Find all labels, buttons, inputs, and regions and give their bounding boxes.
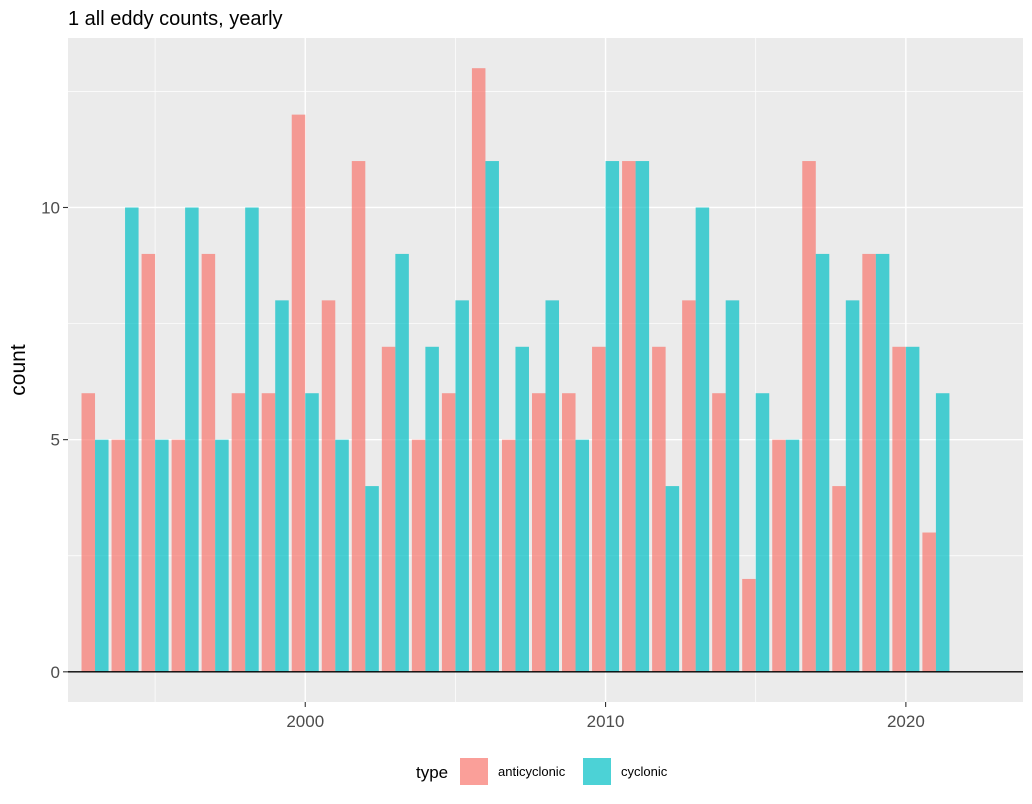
bar-cyclonic-2013 <box>695 207 710 672</box>
bar-cyclonic-1997 <box>215 439 229 672</box>
bar-cyclonic-2010 <box>605 161 620 672</box>
bar-anticyclonic-1993 <box>81 393 96 672</box>
bar-cyclonic-2009 <box>575 439 590 672</box>
bar-cyclonic-2015 <box>755 393 770 672</box>
y-tick-label: 10 <box>41 198 60 217</box>
x-tick-label: 2000 <box>286 712 324 731</box>
y-tick-label: 5 <box>51 431 60 450</box>
bar-anticyclonic-1997 <box>201 253 216 672</box>
bar-cyclonic-1996 <box>185 207 199 672</box>
bar-cyclonic-2012 <box>665 486 680 672</box>
bar-cyclonic-2001 <box>335 439 349 672</box>
bar-cyclonic-2011 <box>635 161 650 672</box>
bar-anticyclonic-2003 <box>381 346 396 672</box>
y-axis-title: count <box>7 344 30 396</box>
bar-anticyclonic-2013 <box>682 300 696 672</box>
bar-cyclonic-1994 <box>125 207 139 672</box>
bar-cyclonic-2018 <box>845 300 860 672</box>
bars <box>81 68 950 672</box>
legend-label-anticyclonic: anticyclonic <box>498 764 566 779</box>
bar-cyclonic-2019 <box>875 253 890 672</box>
bar-anticyclonic-2005 <box>441 393 456 672</box>
bar-anticyclonic-2011 <box>622 161 636 672</box>
bar-cyclonic-2004 <box>425 346 439 672</box>
bar-anticyclonic-2007 <box>501 439 516 672</box>
bar-anticyclonic-2008 <box>531 393 546 672</box>
bar-anticyclonic-1998 <box>231 393 246 672</box>
y-tick-label: 0 <box>51 663 60 682</box>
bar-anticyclonic-1999 <box>261 393 276 672</box>
bar-anticyclonic-1995 <box>141 253 156 672</box>
legend-title: type <box>416 763 448 782</box>
bar-anticyclonic-1996 <box>171 439 186 672</box>
bar-cyclonic-2006 <box>485 161 499 672</box>
bar-anticyclonic-2001 <box>321 300 336 672</box>
bar-anticyclonic-2014 <box>712 393 726 672</box>
bar-cyclonic-1993 <box>95 439 109 672</box>
bar-anticyclonic-2012 <box>652 346 666 672</box>
bar-cyclonic-1998 <box>245 207 259 672</box>
bar-anticyclonic-1994 <box>111 439 126 672</box>
x-tick-label: 2020 <box>887 712 925 731</box>
bar-anticyclonic-2016 <box>772 439 786 672</box>
bar-anticyclonic-2019 <box>862 253 876 672</box>
bar-anticyclonic-2002 <box>351 161 366 672</box>
bar-cyclonic-2020 <box>905 346 920 672</box>
bar-cyclonic-2007 <box>515 346 529 672</box>
legend-key-anticyclonic <box>460 758 488 785</box>
bar-cyclonic-1995 <box>155 439 169 672</box>
bar-cyclonic-2000 <box>305 393 319 672</box>
bar-cyclonic-2002 <box>365 486 379 672</box>
bar-anticyclonic-2021 <box>922 532 936 672</box>
x-tick-label: 2010 <box>587 712 625 731</box>
bar-cyclonic-2021 <box>935 393 950 672</box>
legend: type anticyclonic cyclonic <box>416 758 668 785</box>
bar-cyclonic-2016 <box>785 439 800 672</box>
bar-cyclonic-2005 <box>455 300 469 672</box>
bar-cyclonic-2017 <box>815 253 830 672</box>
bar-cyclonic-2003 <box>395 253 409 672</box>
bar-anticyclonic-2004 <box>411 439 426 672</box>
legend-label-cyclonic: cyclonic <box>621 764 668 779</box>
chart-title: 1 all eddy counts, yearly <box>68 8 283 30</box>
bar-anticyclonic-2015 <box>742 578 756 672</box>
bar-anticyclonic-2006 <box>471 68 486 672</box>
bar-anticyclonic-2010 <box>592 346 606 672</box>
legend-key-cyclonic <box>583 758 611 785</box>
bar-cyclonic-2014 <box>725 300 740 672</box>
x-axis: 2000 2010 2020 <box>286 702 925 731</box>
bar-anticyclonic-2017 <box>802 161 816 672</box>
bar-cyclonic-2008 <box>545 300 560 672</box>
bar-anticyclonic-2000 <box>291 114 306 672</box>
y-axis: 0 5 10 <box>41 198 68 682</box>
bar-cyclonic-1999 <box>275 300 289 672</box>
bar-anticyclonic-2018 <box>832 486 846 672</box>
bar-anticyclonic-2020 <box>892 346 906 672</box>
bar-anticyclonic-2009 <box>562 393 576 672</box>
